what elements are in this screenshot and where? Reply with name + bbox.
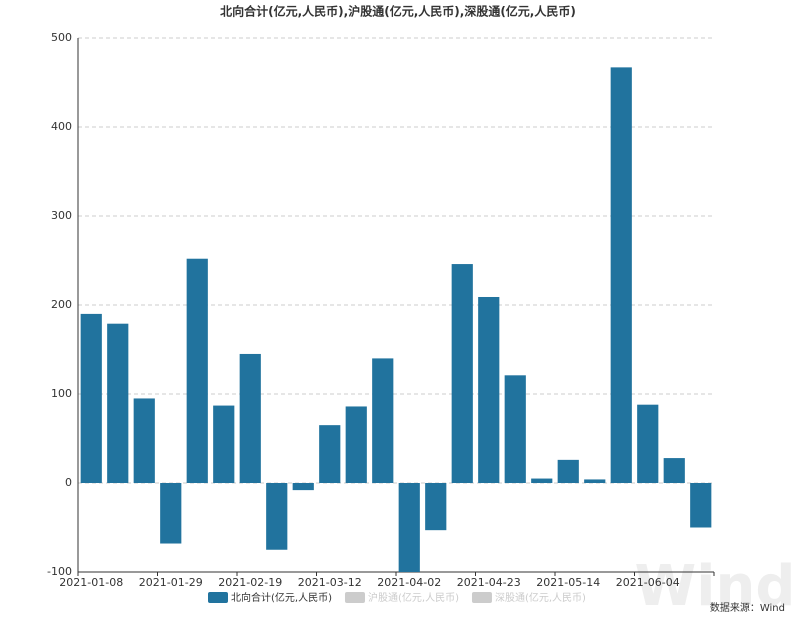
legend-label: 深股通(亿元,人民币)	[495, 591, 586, 604]
bar	[557, 459, 579, 483]
bar	[80, 313, 102, 483]
legend-swatch	[208, 592, 228, 603]
bar	[160, 483, 182, 544]
bar	[107, 323, 129, 483]
bar	[186, 258, 208, 483]
bar	[425, 483, 447, 531]
y-tick-label: 300	[51, 209, 72, 222]
bar	[610, 67, 632, 484]
y-tick-label: 500	[51, 31, 72, 44]
bar	[213, 405, 235, 483]
x-tick-label: 2021-05-14	[536, 576, 600, 589]
bar	[345, 406, 367, 483]
watermark: Wind	[635, 554, 796, 619]
x-tick-label: 2021-01-08	[59, 576, 123, 589]
legend-label: 北向合计(亿元,人民币)	[231, 591, 332, 604]
bar	[637, 404, 659, 483]
y-tick-label: -100	[47, 565, 72, 578]
x-tick-label: 2021-02-19	[218, 576, 282, 589]
bar	[372, 358, 394, 483]
source: 数据来源：Wind	[710, 601, 785, 614]
y-tick-label: 400	[51, 120, 72, 133]
x-tick-label: 2021-06-04	[616, 576, 680, 589]
y-tick-label: 200	[51, 298, 72, 311]
legend-swatch	[344, 592, 365, 603]
y-tick-label: 100	[51, 387, 72, 400]
bar	[292, 483, 314, 491]
bar	[504, 375, 526, 483]
x-tick-label: 2021-01-29	[139, 576, 203, 589]
bar	[478, 296, 500, 483]
x-tick-label: 2021-04-02	[377, 576, 441, 589]
x-tick-label: 2021-03-12	[298, 576, 362, 589]
x-tick-label: 2021-04-23	[457, 576, 521, 589]
y-tick-label: 0	[65, 476, 72, 489]
bar	[133, 398, 155, 483]
bar	[451, 264, 473, 483]
chart-title: 北向合计(亿元,人民币),沪股通(亿元,人民币),深股通(亿元,人民币)	[220, 4, 576, 19]
bar	[531, 478, 553, 483]
bar	[690, 483, 712, 528]
legend-label: 沪股通(亿元,人民币)	[368, 591, 459, 604]
bar	[663, 458, 685, 483]
bar	[266, 483, 288, 550]
bar	[398, 483, 420, 572]
legend-swatch	[471, 592, 492, 603]
bar	[319, 425, 341, 483]
bar	[239, 353, 261, 483]
bar	[584, 479, 606, 483]
